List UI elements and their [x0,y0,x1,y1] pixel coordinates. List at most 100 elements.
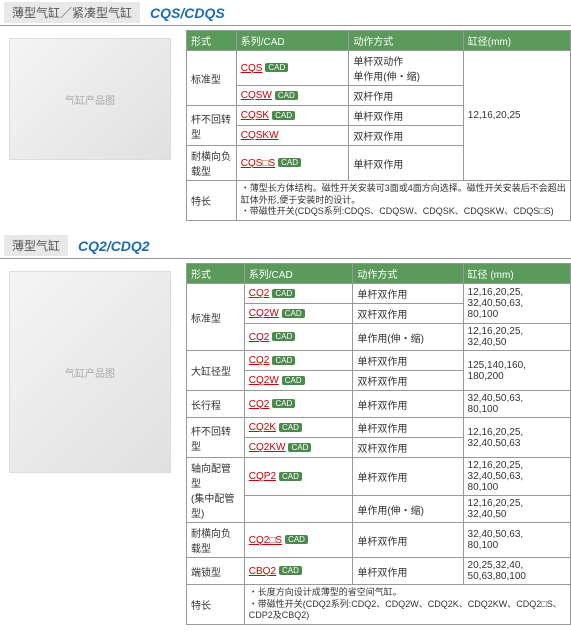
table-row: 大缸径型CQ2CAD单杆双作用125,140,160, 180,200 [187,351,571,371]
feature-row: 特长・长度方向设计成薄型的省空间气缸。 ・带磁性开关(CDQ2系列:CDQ2、C… [187,585,571,625]
action-cell: 单杆双作用 [353,523,463,558]
series-cell: CQSKCAD [236,106,349,126]
form-cell: 耐横向负载型 [187,523,245,558]
table-row: 标准型CQSCAD单杆双动作 单作用(伸・缩)12,16,20,25 [187,51,571,86]
cad-icon[interactable]: CAD [285,535,308,544]
bore-cell: 32,40,50,63, 80,100 [463,523,570,558]
series-link[interactable]: CQP2 [249,471,276,482]
action-cell: 双杆双作用 [349,126,463,146]
action-cell: 单作用(伸・缩) [353,324,463,351]
series-cell: CQ2KCAD [244,418,353,438]
series-cell: CQSKW [236,126,349,146]
title-cn: 薄型气缸／紧凑型气缸 [4,2,140,23]
spec-table: 形式系列/CAD动作方式缸径(mm)标准型CQSCAD单杆双动作 单作用(伸・缩… [186,30,571,221]
series-cell [244,496,353,523]
table-column: 形式系列/CAD动作方式缸径(mm)标准型CQSCAD单杆双动作 单作用(伸・缩… [186,30,571,221]
table-header: 系列/CAD [244,264,353,284]
series-link[interactable]: CQ2□S [249,535,282,546]
cad-icon[interactable]: CAD [282,309,305,318]
table-header: 形式 [187,264,245,284]
bore-cell: 12,16,20,25, 32,40,50,63, 80,100 [463,458,570,496]
series-link[interactable]: CQ2KW [249,442,286,453]
table-header: 系列/CAD [236,31,349,51]
form-cell: 标准型 [187,284,245,351]
bore-cell: 12,16,20,25 [463,51,570,181]
series-link[interactable]: CQ2W [249,308,279,319]
title-row: 薄型气缸／紧凑型气缸 CQS/CDQS [0,0,571,26]
series-cell: CQ2WCAD [244,371,353,391]
image-column: 气缸产品图 [0,30,180,221]
series-link[interactable]: CQ2K [249,422,276,433]
series-cell: CQ2CAD [244,284,353,304]
cad-icon[interactable]: CAD [275,91,298,100]
action-cell: 双杆作用 [349,86,463,106]
cad-icon[interactable]: CAD [272,289,295,298]
bore-cell: 125,140,160, 180,200 [463,351,570,391]
cad-icon[interactable]: CAD [272,356,295,365]
cad-icon[interactable]: CAD [272,332,295,341]
table-row: 耐横向负载型CQ2□SCAD单杆双作用32,40,50,63, 80,100 [187,523,571,558]
table-header: 缸径(mm) [463,31,570,51]
form-cell: 端锁型 [187,558,245,585]
cad-icon[interactable]: CAD [282,376,305,385]
table-row: 端锁型CBQ2CAD单杆双作用20,25,32,40, 50,63,80,100 [187,558,571,585]
table-row: 标准型CQ2CAD单杆双作用12,16,20,25, 32,40,50,63, … [187,284,571,304]
table-header: 形式 [187,31,237,51]
content: 气缸产品图形式系列/CAD动作方式缸径 (mm)标准型CQ2CAD单杆双作用12… [0,263,571,625]
series-link[interactable]: CQS□S [241,158,275,169]
cad-icon[interactable]: CAD [272,399,295,408]
series-link[interactable]: CQSK [241,110,269,121]
bore-cell: 12,16,20,25, 32,40,50,63 [463,418,570,458]
feature-label: 特长 [187,181,237,221]
cad-icon[interactable]: CAD [279,423,302,432]
cad-icon[interactable]: CAD [288,443,311,452]
action-cell: 双杆双作用 [353,304,463,324]
series-link[interactable]: CQS [241,63,263,74]
action-cell: 单杆双作用 [353,418,463,438]
cad-icon[interactable]: CAD [279,566,302,575]
cad-icon[interactable]: CAD [279,472,302,481]
series-cell: CQ2□SCAD [244,523,353,558]
title-en: CQS/CDQS [150,5,225,21]
series-cell: CQ2KWCAD [244,438,353,458]
series-link[interactable]: CQ2 [249,288,270,299]
series-link[interactable]: CQ2W [249,375,279,386]
bore-cell: 12,16,20,25, 32,40,50 [463,324,570,351]
table-header: 动作方式 [349,31,463,51]
form-cell: 杆不回转型 [187,418,245,458]
series-cell: CQSCAD [236,51,349,86]
table-row: 杆不回转型CQ2KCAD单杆双作用12,16,20,25, 32,40,50,6… [187,418,571,438]
content: 气缸产品图形式系列/CAD动作方式缸径(mm)标准型CQSCAD单杆双动作 单作… [0,30,571,221]
form-cell: 长行程 [187,391,245,418]
series-link[interactable]: CQ2 [249,355,270,366]
series-link[interactable]: CQSKW [241,130,279,141]
bore-cell: 12,16,20,25, 32,40,50 [463,496,570,523]
table-row: 单作用(伸・缩)12,16,20,25, 32,40,50 [187,496,571,523]
form-cell: 耐横向负载型 [187,146,237,181]
cad-icon[interactable]: CAD [278,158,301,167]
product-image: 气缸产品图 [9,38,171,160]
cad-icon[interactable]: CAD [272,111,295,120]
series-cell: CQ2CAD [244,351,353,371]
form-cell: 大缸径型 [187,351,245,391]
series-link[interactable]: CQ2 [249,332,270,343]
series-cell: CQS□SCAD [236,146,349,181]
action-cell: 单杆双动作 单作用(伸・缩) [349,51,463,86]
bore-cell: 12,16,20,25, 32,40,50,63, 80,100 [463,284,570,324]
series-link[interactable]: CQ2 [249,399,270,410]
section-1: 薄型气缸CQ2/CDQ2气缸产品图形式系列/CAD动作方式缸径 (mm)标准型C… [0,233,571,625]
action-cell: 双杆双作用 [353,371,463,391]
series-cell: CQP2CAD [244,458,353,496]
feature-text: ・薄型长方体结构。磁性开关安装可3面或4面方向选择。磁性开关安装后不会超出缸体外… [236,181,570,221]
title-cn: 薄型气缸 [4,235,68,256]
action-cell: 单杆双作用 [349,146,463,181]
product-image: 气缸产品图 [9,271,171,473]
action-cell: 单杆双作用 [353,284,463,304]
action-cell: 双杆双作用 [353,438,463,458]
series-link[interactable]: CBQ2 [249,566,276,577]
series-link[interactable]: CQSW [241,90,272,101]
series-cell: CQSWCAD [236,86,349,106]
form-cell: 杆不回转型 [187,106,237,146]
cad-icon[interactable]: CAD [265,63,288,72]
action-cell: 单杆双作用 [353,391,463,418]
